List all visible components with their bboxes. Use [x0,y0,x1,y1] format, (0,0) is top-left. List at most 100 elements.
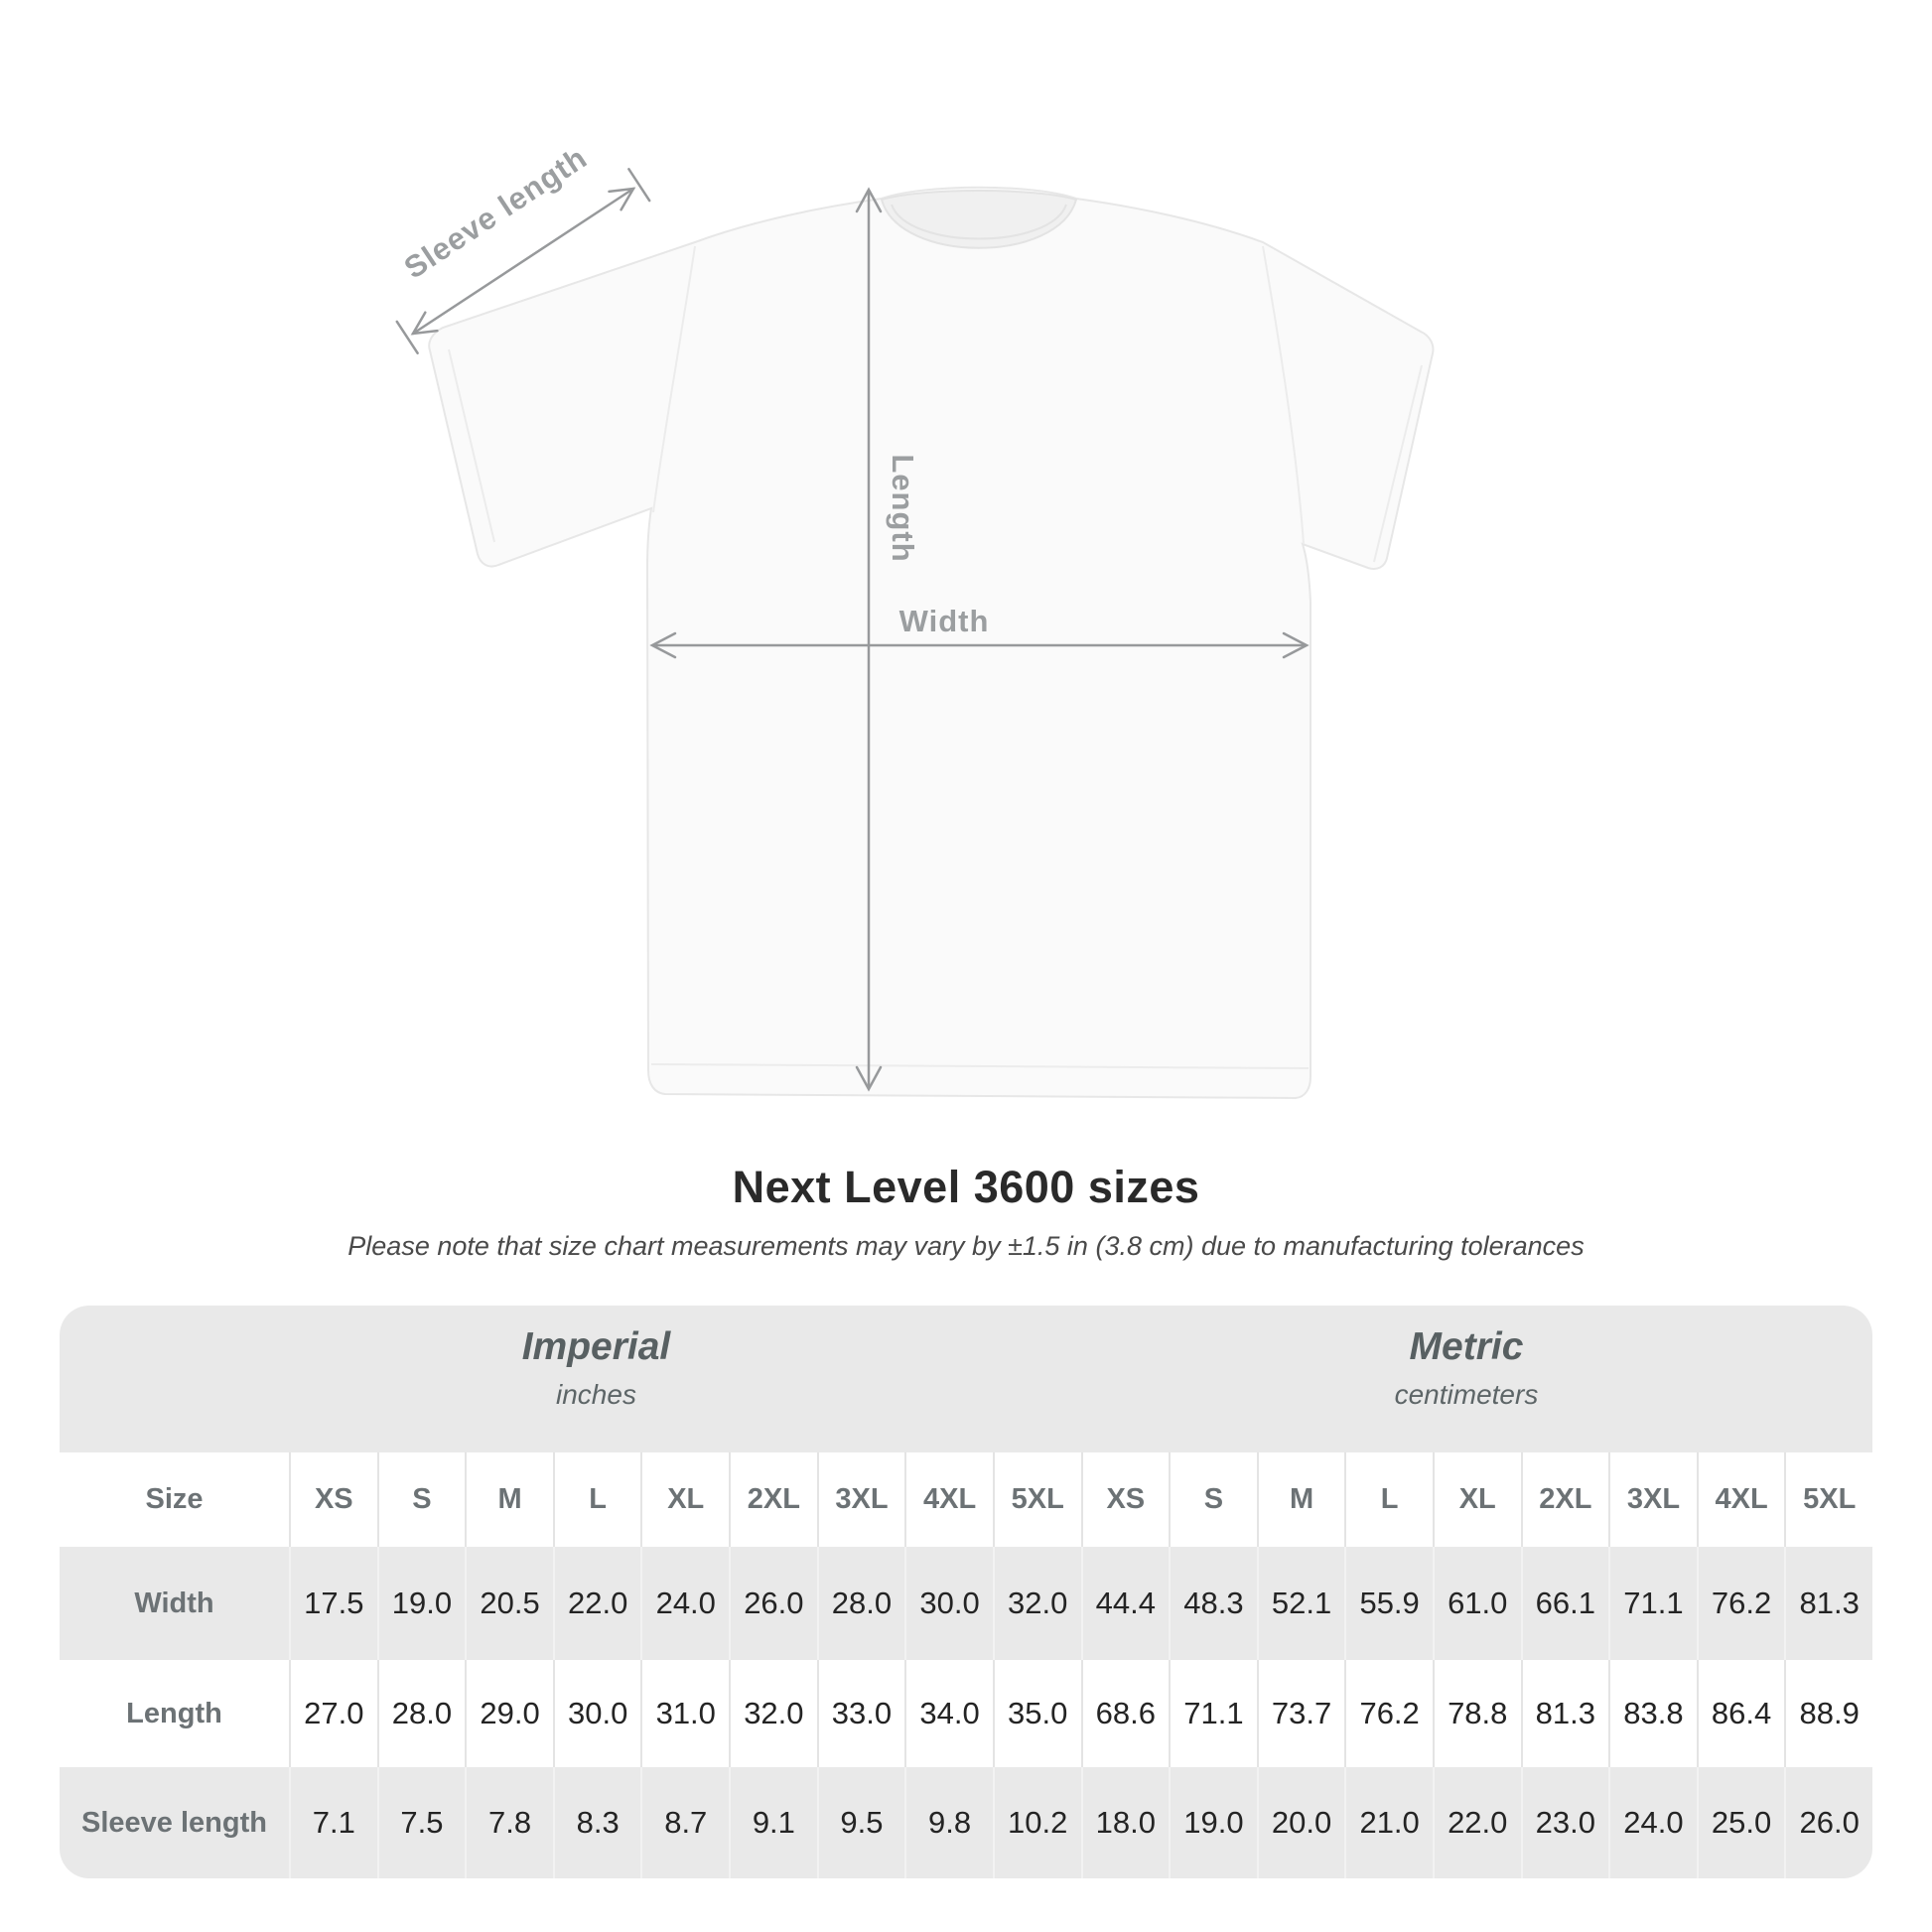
measurement-cell: 81.3 [1520,1660,1609,1767]
size-col-header: 5XL [992,1452,1081,1547]
size-col-header: 4XL [1696,1452,1785,1547]
table-header-row: Size XS S M L XL 2XL 3XL 4XL 5XL XS S M … [60,1452,1872,1547]
measurement-cell: 26.0 [1784,1767,1872,1878]
measurement-cell: 7.8 [465,1767,553,1878]
measurement-cell: 7.5 [376,1767,466,1878]
measurement-cell: 18.0 [1080,1767,1170,1878]
measurement-cell: 10.2 [992,1767,1081,1878]
measurement-cell: 52.1 [1256,1547,1345,1660]
metric-unit-header: Metric centimeters [1395,1325,1539,1411]
table-row-sleeve-length: Sleeve length 7.1 7.5 7.8 8.3 8.7 9.1 9.… [60,1767,1872,1878]
size-header-cell: Size [145,1483,204,1515]
measurement-cell: 8.7 [640,1767,729,1878]
size-col-header: L [1344,1452,1433,1547]
row-label: Width [134,1587,214,1619]
measurement-cell: 25.0 [1696,1767,1785,1878]
table-row-length: Length 27.0 28.0 29.0 30.0 31.0 32.0 33.… [60,1660,1872,1767]
size-col-header: M [465,1452,553,1547]
measurement-cell: 71.1 [1169,1660,1257,1767]
tshirt-graphic [428,186,1435,1100]
measurement-cell: 9.5 [816,1767,905,1878]
size-col-header: 3XL [816,1452,905,1547]
size-chart-card: Imperial inches Metric centimeters Size … [60,1306,1872,1878]
width-label: Width [899,604,990,638]
measurement-cell: 55.9 [1344,1547,1433,1660]
measurement-cell: 32.0 [729,1660,817,1767]
size-col-header: S [376,1452,466,1547]
size-col-header: L [552,1452,641,1547]
measurement-cell: 20.0 [1256,1767,1345,1878]
dimension-lines [395,168,1310,1092]
measurement-cell: 48.3 [1169,1547,1257,1660]
measurement-cell: 9.1 [729,1767,817,1878]
measurement-cell: 33.0 [816,1660,905,1767]
size-col-header: XS [1080,1452,1170,1547]
size-col-header: 2XL [729,1452,817,1547]
size-col-header: XL [1432,1452,1521,1547]
imperial-label: Imperial [521,1325,671,1368]
metric-unit-label: centimeters [1394,1379,1539,1410]
collar-opening [880,190,1078,249]
metric-label: Metric [1409,1325,1524,1368]
row-label: Sleeve length [81,1806,267,1839]
row-label: Length [126,1697,222,1729]
measurement-cell: 29.0 [465,1660,553,1767]
measurement-cell: 35.0 [992,1660,1081,1767]
measurement-cell: 86.4 [1696,1660,1785,1767]
size-col-header: 2XL [1520,1452,1609,1547]
measurement-cell: 21.0 [1344,1767,1433,1878]
measurement-cell: 76.2 [1696,1547,1785,1660]
size-col-header: S [1169,1452,1257,1547]
measurement-cell: 34.0 [904,1660,993,1767]
measurement-cell: 27.0 [289,1660,377,1767]
measurement-cell: 17.5 [289,1547,377,1660]
measurement-cell: 81.3 [1784,1547,1872,1660]
measurement-cell: 68.6 [1080,1660,1170,1767]
measurement-cell: 61.0 [1432,1547,1521,1660]
measurement-cell: 24.0 [640,1547,729,1660]
page-subtitle: Please note that size chart measurements… [347,1231,1585,1261]
sleeve-length-label: Sleeve length [398,140,594,286]
size-col-header: 5XL [1784,1452,1872,1547]
measurement-cell: 83.8 [1608,1660,1697,1767]
imperial-unit-header: Imperial inches [522,1325,671,1411]
measurement-cell: 30.0 [552,1660,641,1767]
page-title: Next Level 3600 sizes [732,1162,1200,1212]
sleeve-length-arrow [411,187,635,336]
measurement-cell: 9.8 [904,1767,993,1878]
measurement-cell: 78.8 [1432,1660,1521,1767]
measurement-cell: 26.0 [729,1547,817,1660]
unit-group-header: Imperial inches Metric centimeters [60,1306,1872,1452]
measurement-cell: 30.0 [904,1547,993,1660]
imperial-unit-label: inches [556,1379,636,1410]
collar-band-seam [891,204,1067,240]
length-label: Length [886,454,920,562]
measurement-cell: 66.1 [1520,1547,1609,1660]
measurement-cell: 19.0 [1169,1767,1257,1878]
tshirt-seams [448,245,1423,1069]
measurement-cell: 32.0 [992,1547,1081,1660]
measurement-cell: 44.4 [1080,1547,1170,1660]
measurement-cell: 73.7 [1256,1660,1345,1767]
measurement-cell: 88.9 [1784,1660,1872,1767]
measurement-cell: 28.0 [376,1660,466,1767]
size-col-header: 3XL [1608,1452,1697,1547]
measurement-cell: 24.0 [1608,1767,1697,1878]
size-col-header: M [1256,1452,1345,1547]
measurement-cell: 31.0 [640,1660,729,1767]
measurement-cell: 20.5 [465,1547,553,1660]
measurement-cell: 76.2 [1344,1660,1433,1767]
measurement-cell: 28.0 [816,1547,905,1660]
size-col-header: XS [289,1452,377,1547]
measurement-cell: 22.0 [552,1547,641,1660]
tshirt-diagram: Sleeve length Length Width [395,140,1435,1100]
measurement-cell: 7.1 [289,1767,377,1878]
size-col-header: 4XL [904,1452,993,1547]
measurement-cell: 22.0 [1432,1767,1521,1878]
table-row-width: Width 17.5 19.0 20.5 22.0 24.0 26.0 28.0… [60,1547,1872,1660]
size-col-header: XL [640,1452,729,1547]
measurement-cell: 23.0 [1520,1767,1609,1878]
measurement-cell: 71.1 [1608,1547,1697,1660]
measurement-cell: 8.3 [552,1767,641,1878]
measurement-cell: 19.0 [376,1547,466,1660]
